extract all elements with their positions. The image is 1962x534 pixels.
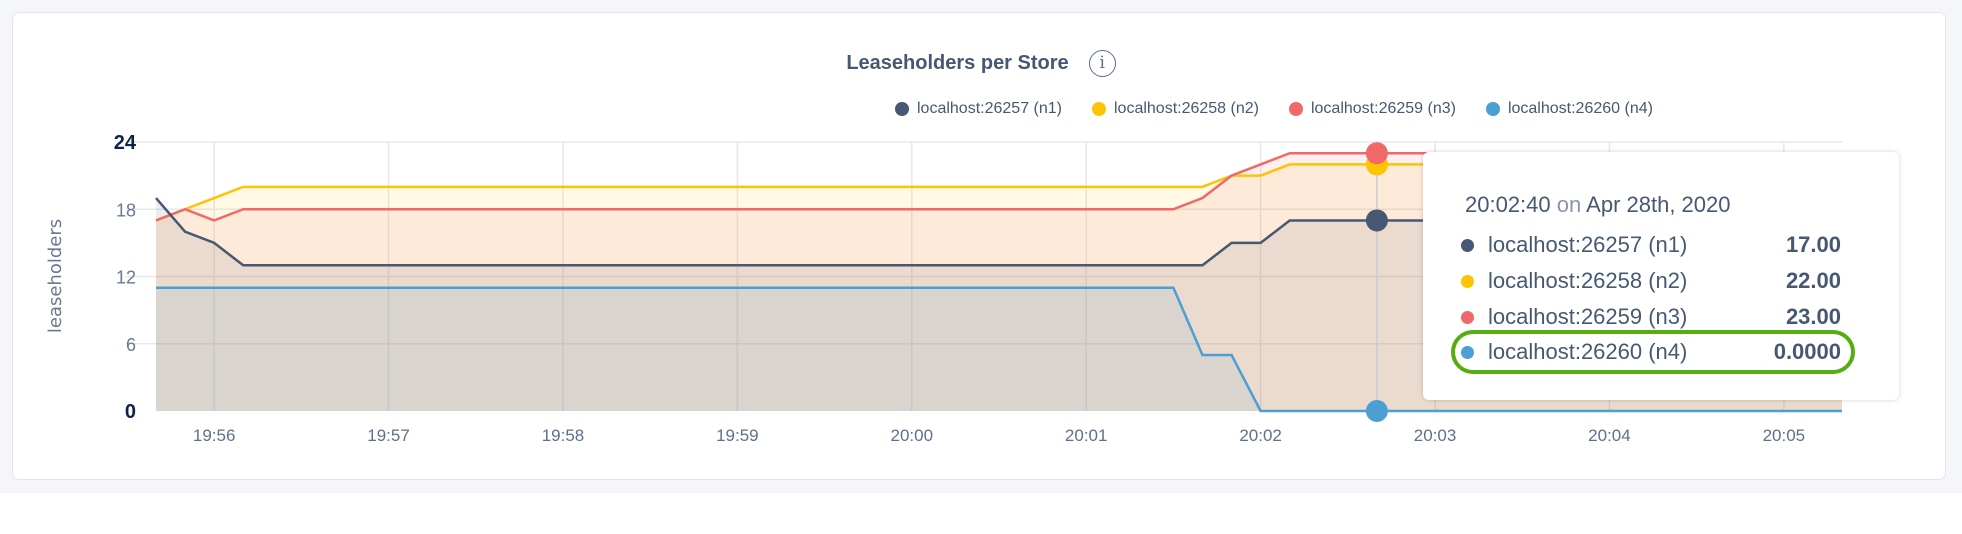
legend-label: localhost:26257 (n1) [917,100,1062,117]
tooltip-row-n1: localhost:26257 (n1) 17.00 [1461,228,1841,262]
y-tick-label: 12 [116,268,136,288]
series-area-1 [156,198,1842,411]
series-area-4 [156,287,1842,411]
y-axis-label: leaseholders [45,219,66,333]
x-tick-label: 19:58 [542,426,585,445]
series-area-3 [156,153,1842,412]
legend-item-n1[interactable]: localhost:26257 (n1) [895,100,1062,118]
tooltip-label: localhost:26260 (n4) [1488,339,1688,364]
y-tick-label: 6 [126,335,136,355]
tooltip-timestamp: 20:02:40 on Apr 28th, 2020 [1465,192,1731,217]
x-tick-label: 20:00 [891,426,934,445]
series-dot-icon [1461,310,1474,324]
legend-dot-icon [895,102,909,116]
chart-title: Leaseholders per Store [846,52,1069,74]
info-icon[interactable]: i [1088,50,1116,77]
legend-item-n4[interactable]: localhost:26260 (n4) [1485,100,1653,118]
x-tick-label: 20:01 [1065,426,1108,445]
series-dot-icon [1461,274,1474,288]
legend-item-n2[interactable]: localhost:26258 (n2) [1091,100,1259,118]
legend-label: localhost:26259 (n3) [1310,100,1456,117]
x-tick-label: 19:59 [716,426,759,445]
tooltip-row-n3: localhost:26259 (n3) 23.00 [1461,300,1841,334]
chart-title-row: Leaseholders per Store i [0,50,1962,77]
legend-dot-icon [1288,102,1303,116]
tooltip-label: localhost:26259 (n3) [1488,304,1688,329]
tooltip-value: 17.00 [1785,232,1841,257]
tooltip-value: 23.00 [1785,304,1841,329]
hover-tooltip: 20:02:40 on Apr 28th, 2020 localhost:262… [1423,152,1899,400]
tooltip-label: localhost:26257 (n1) [1488,232,1688,257]
x-tick-label: 20:04 [1588,426,1631,445]
hover-point-4 [1365,400,1388,422]
legend-dot-icon [1091,102,1106,116]
tooltip-label: localhost:26258 (n2) [1488,268,1688,293]
series-dot-icon [1461,238,1474,252]
legend-dot-icon [1485,102,1500,116]
legend-label: localhost:26260 (n4) [1507,100,1653,117]
tooltip-value: 0.0000 [1773,339,1841,364]
hover-point-3 [1365,142,1388,165]
x-tick-label: 20:02 [1239,426,1282,445]
x-tick-label: 20:03 [1414,426,1457,445]
y-tick-label: 0 [125,401,136,423]
x-tick-label: 20:05 [1763,426,1806,445]
legend-item-n3[interactable]: localhost:26259 (n3) [1288,100,1456,118]
series-line-4 [156,286,1842,413]
legend: localhost:26257 (n1) localhost:26258 (n2… [895,100,1653,118]
y-tick-label: 18 [116,200,136,220]
tooltip-row-n4: localhost:26260 (n4) 0.0000 [1461,335,1841,369]
x-tick-label: 19:57 [367,426,410,445]
tooltip-row-n2: localhost:26258 (n2) 22.00 [1461,264,1841,298]
y-tick-label: 24 [114,132,137,154]
x-tick-label: 19:56 [193,426,236,445]
legend-label: localhost:26258 (n2) [1113,100,1259,117]
highlight-outline [1451,330,1855,374]
hover-point-1 [1365,209,1388,232]
tooltip-value: 22.00 [1785,268,1841,293]
